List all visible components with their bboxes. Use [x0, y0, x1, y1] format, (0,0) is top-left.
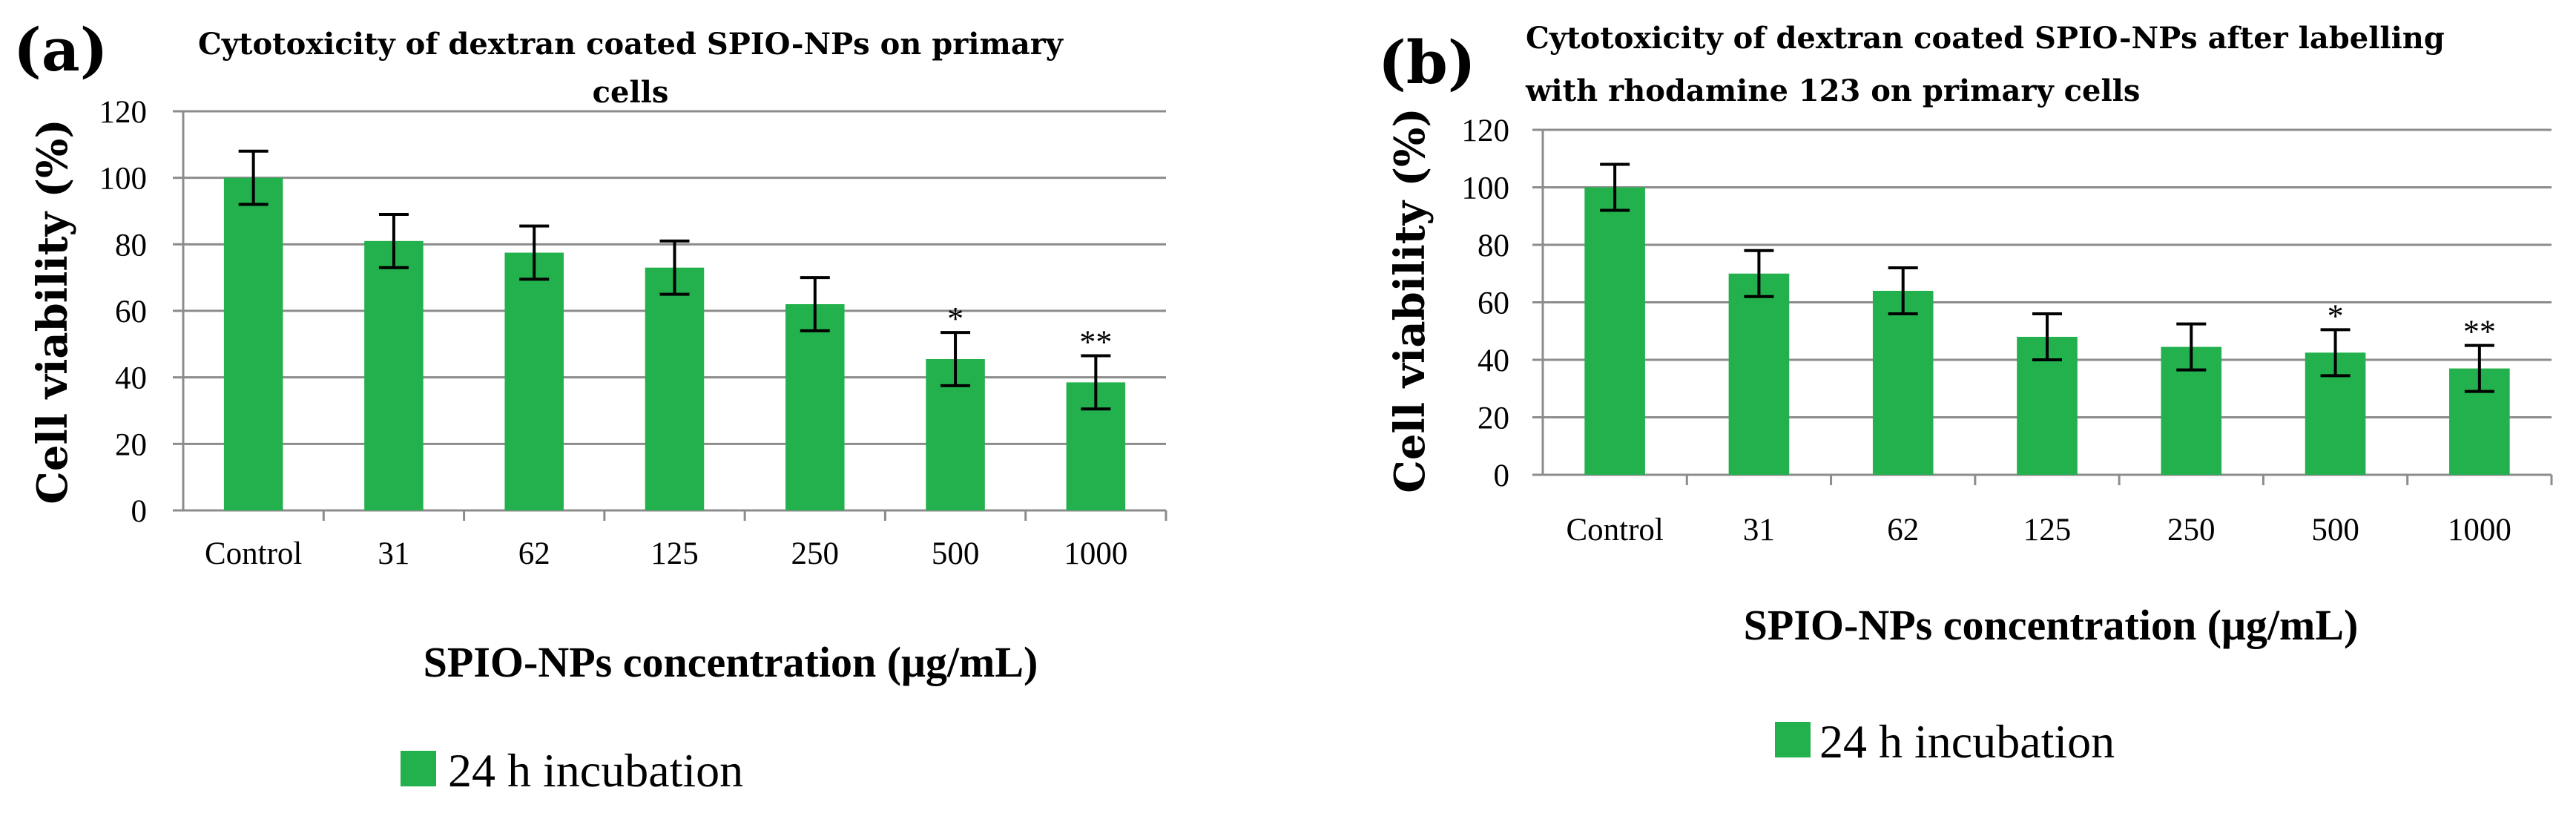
chart-panel-b: (b) Cytotoxicity of dextran coated SPIO-N… [1378, 21, 2553, 768]
bar-250 [785, 304, 845, 510]
legend: 24 h incubation [1775, 715, 2115, 768]
y-tick-label: 20 [115, 427, 147, 462]
legend-swatch [401, 751, 436, 786]
y-axis-title: Cell viability (%) [1386, 108, 1434, 493]
legend-label: 24 h incubation [1819, 715, 2115, 768]
error-bar-500 [2320, 328, 2351, 378]
bar-125 [645, 267, 705, 510]
y-tick-label: 0 [1494, 458, 1510, 493]
panel-label: (b) [1378, 27, 1476, 97]
y-tick-label: 40 [115, 361, 147, 396]
legend: 24 h incubation [401, 744, 743, 797]
significance-marker: ** [2463, 314, 2496, 350]
bar-31 [364, 240, 424, 510]
chart-title-line-1: Cytotoxicity of dextran coated SPIO-NPs … [1526, 21, 2445, 56]
y-tick-label: 100 [1462, 171, 1510, 206]
y-axis-title: Cell viability (%) [28, 119, 77, 504]
x-tick-label: Control [1566, 513, 1663, 548]
x-tick-label: 1000 [2448, 513, 2511, 548]
error-bar-250 [2176, 322, 2207, 372]
bar-31 [1728, 273, 1790, 475]
y-tick-label: 80 [115, 228, 147, 263]
x-axis-title: SPIO-NPs concentration (μg/mL) [1744, 601, 2359, 649]
error-bar-62 [519, 224, 550, 281]
y-tick-label: 100 [99, 162, 148, 197]
bar-62 [504, 252, 564, 510]
x-tick-label: 62 [518, 536, 550, 571]
legend-swatch [1775, 722, 1811, 757]
error-bar-Control [238, 149, 269, 206]
x-tick-label: 125 [2023, 513, 2072, 548]
y-tick-label: 60 [115, 295, 147, 329]
chart-title-line-1: Cytotoxicity of dextran coated SPIO-NPs … [198, 27, 1064, 62]
x-tick-label: 500 [932, 536, 980, 571]
error-bar-Control [1600, 162, 1630, 212]
chart-title-line-2: with rhodamine 123 on primary cells [1525, 73, 2140, 108]
x-tick-label: 1000 [1064, 536, 1127, 571]
error-bar-1000 [1081, 354, 1111, 411]
y-tick-label: 60 [1478, 286, 1509, 321]
y-tick-label: 80 [1478, 228, 1509, 263]
chart-title-line-2: cells [593, 75, 669, 110]
error-bar-1000 [2464, 343, 2494, 393]
x-tick-label: 250 [791, 536, 840, 571]
y-tick-label: 120 [99, 95, 148, 130]
chart-panel-a: (a) Cytotoxicity of dextran coated SPIO-N… [13, 15, 1167, 797]
error-bar-125 [659, 239, 690, 296]
x-tick-label: 62 [1887, 513, 1919, 548]
significance-marker: ** [1079, 324, 1112, 361]
error-bar-500 [941, 331, 971, 387]
bar-62 [1872, 291, 1934, 475]
y-tick-label: 20 [1478, 401, 1509, 436]
y-tick-label: 0 [131, 494, 148, 529]
significance-marker: * [2328, 297, 2344, 334]
bar-Control [223, 177, 283, 510]
x-axis-title: SPIO-NPs concentration (μg/mL) [424, 638, 1038, 686]
y-tick-label: 120 [1462, 114, 1510, 148]
x-tick-label: 500 [2311, 513, 2359, 548]
y-tick-label: 40 [1478, 343, 1509, 378]
error-bar-250 [800, 276, 830, 332]
x-tick-label: 250 [2167, 513, 2216, 548]
x-tick-label: 125 [650, 536, 699, 571]
error-bar-62 [1888, 266, 1918, 315]
error-bar-31 [1744, 249, 1774, 298]
panel-label: (a) [13, 15, 108, 85]
legend-label: 24 h incubation [448, 744, 743, 797]
error-bar-31 [378, 212, 409, 269]
error-bar-125 [2032, 312, 2062, 361]
x-tick-label: Control [205, 536, 302, 571]
significance-marker: * [947, 300, 963, 337]
bar-Control [1584, 187, 1645, 475]
x-tick-label: 31 [1743, 513, 1775, 548]
x-tick-label: 31 [378, 536, 409, 571]
